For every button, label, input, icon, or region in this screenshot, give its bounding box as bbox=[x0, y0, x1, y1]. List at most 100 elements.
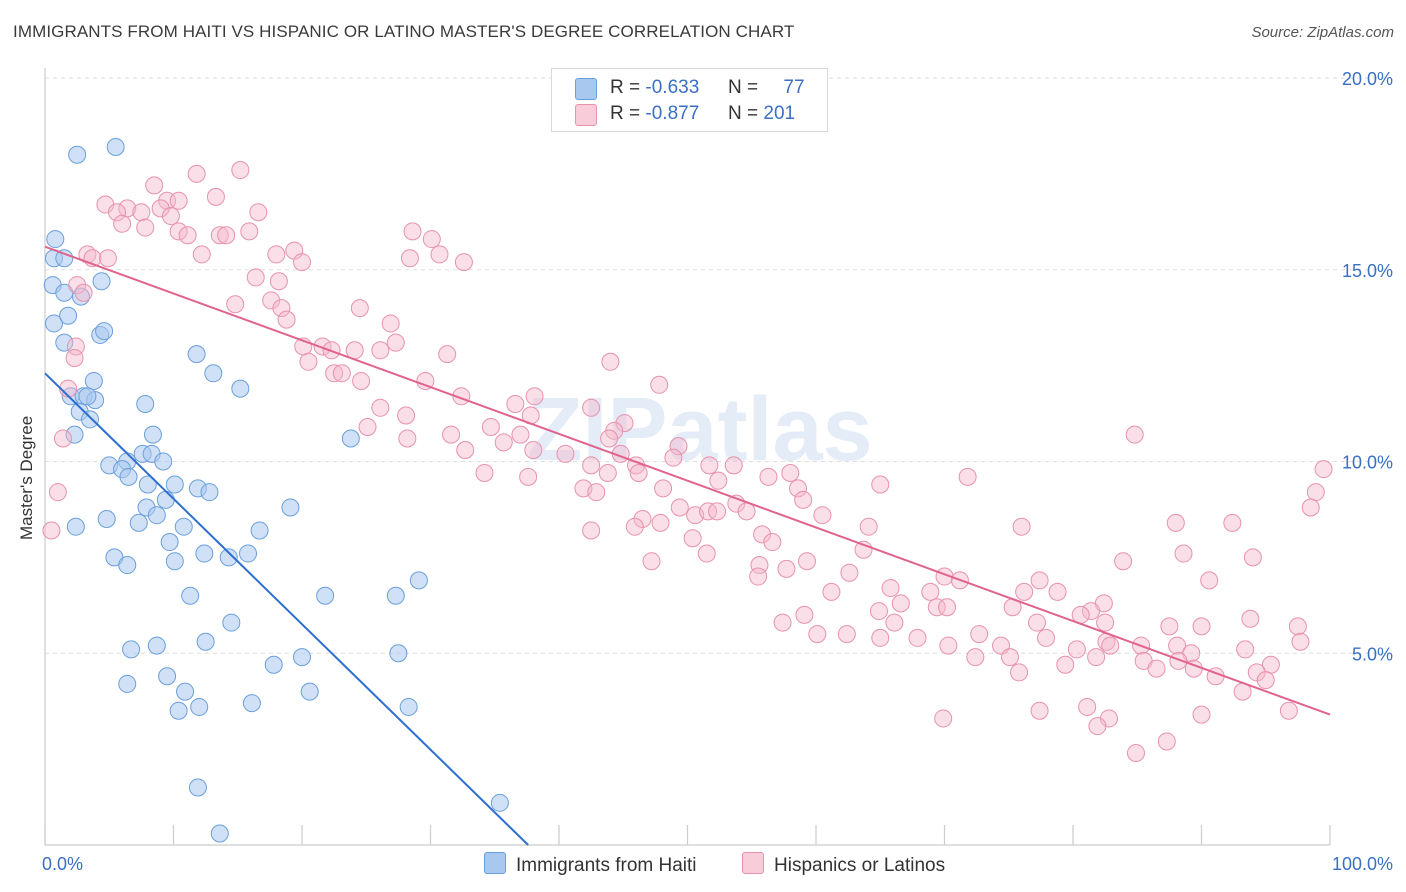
data-point bbox=[68, 276, 87, 295]
data-point bbox=[66, 337, 85, 356]
data-point bbox=[813, 506, 832, 525]
data-point bbox=[206, 187, 225, 206]
data-point bbox=[1169, 651, 1188, 670]
data-point bbox=[625, 517, 644, 536]
series-immigrants-from-haiti bbox=[43, 138, 509, 843]
bottom-legend-swatch-pink bbox=[742, 852, 764, 874]
legend-n: N = 77 bbox=[728, 77, 805, 98]
data-point bbox=[371, 341, 390, 360]
data-point bbox=[219, 548, 238, 567]
data-point bbox=[398, 429, 417, 448]
data-point bbox=[1078, 697, 1097, 716]
x-tick-label: 100.0% bbox=[1332, 854, 1393, 874]
data-point bbox=[42, 521, 61, 540]
data-point bbox=[1010, 663, 1029, 682]
data-point bbox=[794, 490, 813, 509]
data-point bbox=[442, 425, 461, 444]
data-point bbox=[210, 226, 229, 245]
data-point bbox=[267, 245, 286, 264]
data-point bbox=[1096, 613, 1115, 632]
data-point bbox=[97, 510, 116, 529]
data-point bbox=[98, 249, 117, 268]
data-point bbox=[1168, 636, 1187, 655]
data-point bbox=[160, 533, 179, 552]
data-point bbox=[600, 429, 619, 448]
data-point bbox=[822, 582, 841, 601]
data-point bbox=[65, 425, 84, 444]
data-point bbox=[598, 464, 617, 483]
data-point bbox=[921, 582, 940, 601]
trend-line bbox=[44, 372, 529, 846]
data-point bbox=[399, 697, 418, 716]
data-point bbox=[773, 613, 792, 632]
data-point bbox=[118, 674, 137, 693]
data-point bbox=[750, 556, 769, 575]
trend-lines bbox=[44, 245, 1331, 846]
data-point bbox=[313, 337, 332, 356]
data-point bbox=[132, 203, 151, 222]
data-point bbox=[129, 513, 148, 532]
y-tick-label: 15.0% bbox=[1342, 261, 1393, 281]
data-point bbox=[869, 602, 888, 621]
data-point bbox=[119, 467, 138, 486]
chart-title: IMMIGRANTS FROM HAITI VS HISPANIC OR LAT… bbox=[13, 22, 795, 41]
y-tick-label: 20.0% bbox=[1342, 69, 1393, 89]
data-point bbox=[92, 272, 111, 291]
data-point bbox=[1236, 640, 1255, 659]
data-point bbox=[281, 498, 300, 517]
data-point bbox=[708, 502, 727, 521]
data-point bbox=[400, 249, 419, 268]
data-point bbox=[293, 253, 311, 272]
data-point bbox=[80, 410, 99, 429]
data-point bbox=[145, 176, 164, 195]
data-point bbox=[316, 586, 335, 605]
data-point bbox=[1081, 602, 1100, 621]
data-point bbox=[709, 471, 728, 490]
data-point bbox=[46, 230, 65, 249]
data-point bbox=[381, 314, 400, 333]
data-point bbox=[777, 559, 796, 578]
data-point bbox=[781, 464, 800, 483]
data-point bbox=[55, 249, 74, 268]
data-point bbox=[669, 437, 688, 456]
data-point bbox=[885, 613, 904, 632]
data-point bbox=[938, 598, 957, 617]
data-point bbox=[749, 567, 768, 586]
data-point bbox=[1306, 483, 1325, 502]
data-point bbox=[475, 464, 494, 483]
y-tick-label: 5.0% bbox=[1352, 644, 1393, 664]
data-point bbox=[650, 375, 669, 394]
data-point bbox=[1015, 582, 1034, 601]
data-point bbox=[1223, 513, 1242, 532]
data-point bbox=[68, 145, 87, 164]
data-point bbox=[300, 682, 319, 701]
data-point bbox=[582, 521, 601, 540]
data-point bbox=[95, 322, 114, 341]
data-point bbox=[222, 613, 241, 632]
data-point bbox=[250, 521, 269, 540]
data-point bbox=[859, 517, 878, 536]
data-point bbox=[200, 483, 219, 502]
data-point bbox=[1125, 425, 1144, 444]
data-point bbox=[511, 425, 530, 444]
legend-swatch-blue bbox=[575, 78, 597, 100]
data-point bbox=[525, 387, 544, 406]
data-point bbox=[299, 352, 318, 371]
data-point bbox=[789, 479, 808, 498]
data-point bbox=[176, 682, 195, 701]
data-point bbox=[192, 245, 211, 264]
data-point bbox=[84, 371, 103, 390]
data-point bbox=[169, 191, 188, 210]
data-point bbox=[136, 218, 155, 237]
chart-source: Source: ZipAtlas.com bbox=[1251, 24, 1394, 41]
data-point bbox=[1114, 552, 1133, 571]
legend-box: R = -0.633 N = 77 R = -0.877 N = 201 bbox=[551, 68, 828, 132]
data-point bbox=[136, 394, 155, 413]
watermark: ZIPatlas bbox=[527, 380, 872, 480]
data-point bbox=[1012, 517, 1031, 536]
data-point bbox=[1088, 717, 1107, 736]
data-point bbox=[753, 525, 772, 544]
data-point bbox=[1241, 609, 1260, 628]
data-point bbox=[386, 333, 405, 352]
data-point bbox=[454, 253, 473, 272]
